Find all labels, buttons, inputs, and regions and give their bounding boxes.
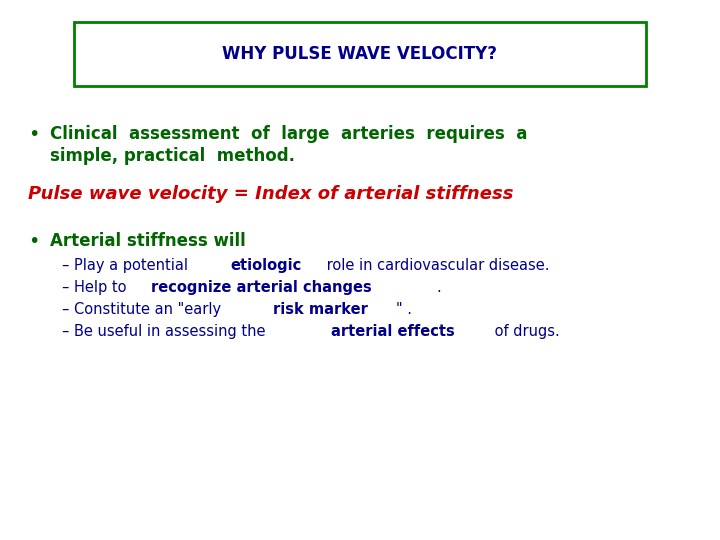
- Text: of drugs.: of drugs.: [490, 324, 560, 339]
- Text: – Be useful in assessing the: – Be useful in assessing the: [62, 324, 270, 339]
- Text: recognize arterial changes: recognize arterial changes: [151, 280, 372, 295]
- Text: arterial effects: arterial effects: [330, 324, 454, 339]
- Text: – Constitute an "early: – Constitute an "early: [62, 302, 226, 317]
- Text: WHY PULSE WAVE VELOCITY?: WHY PULSE WAVE VELOCITY?: [222, 45, 498, 63]
- Text: " .: " .: [396, 302, 412, 317]
- Text: etiologic: etiologic: [230, 258, 302, 273]
- FancyBboxPatch shape: [74, 22, 646, 86]
- Text: role in cardiovascular disease.: role in cardiovascular disease.: [323, 258, 550, 273]
- Text: risk marker: risk marker: [274, 302, 368, 317]
- Text: – Play a potential: – Play a potential: [62, 258, 193, 273]
- Text: Arterial stiffness will: Arterial stiffness will: [50, 232, 246, 250]
- Text: .: .: [436, 280, 441, 295]
- Text: Pulse wave velocity = Index of arterial stiffness: Pulse wave velocity = Index of arterial …: [28, 185, 513, 203]
- Text: •: •: [28, 232, 40, 251]
- Text: •: •: [28, 125, 40, 144]
- Text: – Help to: – Help to: [62, 280, 131, 295]
- Text: simple, practical  method.: simple, practical method.: [50, 147, 295, 165]
- Text: Clinical  assessment  of  large  arteries  requires  a: Clinical assessment of large arteries re…: [50, 125, 527, 143]
